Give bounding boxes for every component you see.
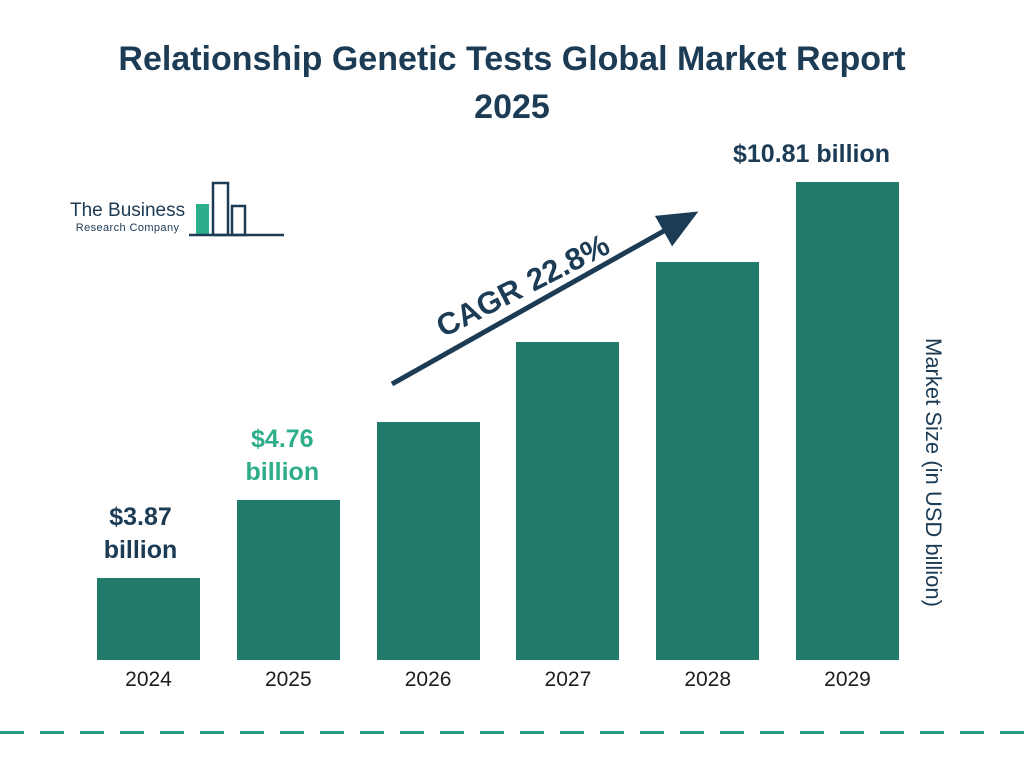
logo-bar-chart-icon bbox=[189, 181, 285, 237]
bar-2026 bbox=[376, 422, 480, 660]
x-axis-label-2029: 2029 bbox=[824, 668, 871, 691]
value-label-2025: $4.76 billion bbox=[245, 425, 320, 486]
cagr-arrow-icon bbox=[390, 211, 699, 387]
x-axis-label-2024: 2024 bbox=[125, 668, 172, 691]
logo-text-line1: The Business bbox=[70, 200, 186, 221]
bottom-dashed-divider bbox=[0, 731, 1024, 734]
company-logo: The Business Research Company bbox=[70, 178, 287, 242]
logo-text-line2: Research Company bbox=[75, 222, 180, 234]
x-axis-label-2028: 2028 bbox=[684, 668, 732, 691]
x-axis-label-2026: 2026 bbox=[404, 668, 452, 691]
logo-text: The Business Research Company bbox=[70, 200, 185, 242]
x-axis-label-2027: 2027 bbox=[544, 668, 592, 691]
value-label-2029: $10.81 billion bbox=[732, 139, 891, 168]
bar-2024 bbox=[97, 578, 200, 660]
value-label-2024: $3.87 billion bbox=[103, 503, 178, 564]
bar-2025 bbox=[236, 500, 340, 660]
y-axis-label: Market Size (in USD billion) bbox=[921, 338, 946, 607]
bar-2029 bbox=[796, 182, 899, 660]
x-axis-label-2025: 2025 bbox=[264, 668, 312, 691]
page-title: Relationship Genetic Tests Global Market… bbox=[118, 40, 906, 126]
bar-2028 bbox=[656, 262, 760, 660]
bar-2027 bbox=[516, 342, 620, 660]
